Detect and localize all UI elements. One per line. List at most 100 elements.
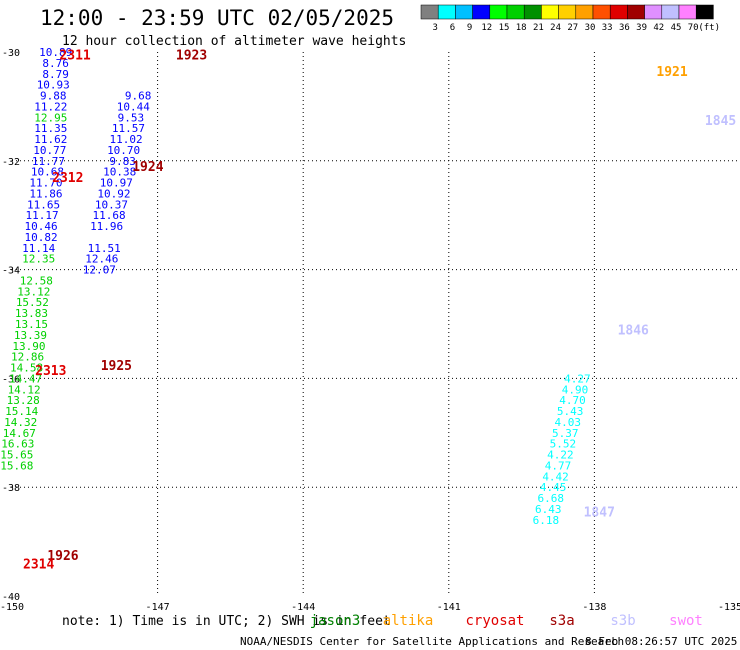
wave-height-value: 13.12: [17, 285, 50, 298]
wave-height-value: 12.46: [85, 253, 118, 266]
scale-label: 18: [516, 23, 527, 33]
scale-label: 27: [567, 23, 578, 33]
scale-swatch: [609, 4, 628, 20]
scale-unit: (ft): [698, 23, 720, 33]
wave-height-value: 13.39: [14, 329, 47, 342]
wave-height-value: 10.97: [100, 177, 133, 190]
scale-label: 36: [619, 23, 630, 33]
wave-height-value: 15.68: [0, 459, 33, 472]
wave-height-value: 11.77: [32, 155, 65, 168]
wave-height-value: 14.58: [10, 362, 43, 375]
wave-height-value: 8.79: [42, 68, 69, 81]
wave-height-value: 11.70: [29, 177, 62, 190]
wave-height-value: 13.90: [12, 340, 45, 353]
satellite-name: altika: [383, 613, 434, 629]
chart-title: 12:00 - 23:59 UTC 02/05/2025: [40, 6, 394, 30]
scale-label: 15: [499, 23, 510, 33]
wave-height-value: 10.93: [37, 79, 70, 92]
scale-swatch: [627, 4, 645, 20]
pass-time-label: 2314: [23, 557, 54, 572]
scale-swatch: [489, 4, 508, 20]
chart-grid: [12, 52, 740, 596]
wave-height-value: 11.86: [29, 187, 62, 200]
wave-height-value: 4.70: [559, 394, 586, 407]
wave-height-value: 4.03: [554, 416, 581, 429]
scale-label: 42: [653, 23, 664, 33]
wave-height-value: 13.28: [7, 394, 40, 407]
x-tick-label: -135: [718, 602, 740, 613]
wave-height-value: 10.89: [39, 46, 72, 59]
satellite-legend: jason3 altika cryosat s3a s3b swot: [310, 613, 703, 629]
pass-time-label: 1926: [47, 549, 78, 564]
wave-height-value: 9.68: [125, 90, 152, 103]
scale-swatch: [678, 4, 697, 20]
scale-swatch: [644, 4, 663, 20]
wave-height-value: 14.67: [3, 427, 36, 440]
wave-height-value: 15.14: [5, 405, 38, 418]
scale-swatch: [541, 4, 559, 20]
pass-time-label: 1923: [176, 49, 207, 64]
scale-label: 9: [467, 23, 472, 33]
wave-height-value: 4.45: [540, 481, 567, 494]
wave-height-value: 6.43: [535, 503, 562, 516]
wave-height-value: 14.12: [8, 383, 41, 396]
scale-swatch: [523, 4, 542, 20]
wave-height-value: 10.38: [103, 166, 136, 179]
pass-time-label: 1847: [584, 506, 615, 521]
footer-timestamp: 8 Feb 08:26:57 UTC 2025: [585, 635, 737, 648]
scale-swatch: [592, 4, 611, 20]
x-tick-label: -144: [291, 602, 315, 613]
wave-height-value: 4.42: [542, 470, 569, 483]
wave-height-value: 4.22: [547, 449, 574, 462]
wave-height-value: 4.90: [562, 383, 589, 396]
wave-height-value: 15.52: [16, 296, 49, 309]
wave-height-value: 15.65: [0, 449, 33, 462]
pass-time-label: 1925: [101, 359, 132, 374]
wave-height-value: 11.68: [93, 209, 126, 222]
scale-label: 39: [636, 23, 647, 33]
pass-time-label: 2312: [52, 171, 83, 186]
wave-height-value: 9.88: [40, 90, 67, 103]
scale-label: 6: [450, 23, 455, 33]
wave-height-value: 8.76: [42, 57, 69, 70]
x-tick-label: -147: [146, 602, 170, 613]
footer-credit: NOAA/NESDIS Center for Satellite Applica…: [240, 635, 624, 648]
scale-swatch: [437, 4, 456, 20]
pass-time-label: 2311: [59, 49, 90, 64]
scale-label: 70: [688, 23, 699, 33]
satellite-name: jason3: [310, 613, 361, 629]
wave-height-value: 14.32: [4, 416, 37, 429]
scale-swatch: [506, 4, 525, 20]
chart-marks: 10.898.768.7910.939.8811.2211.3511.6210.…: [0, 46, 736, 572]
satellite-name: s3a: [549, 613, 574, 629]
wave-height-value: 12.86: [11, 351, 44, 364]
wave-height-value: 9.83: [109, 155, 136, 168]
wave-height-value: 11.51: [88, 242, 121, 255]
wave-height-value: 12.07: [83, 264, 116, 277]
scale-swatch: [661, 4, 680, 20]
scale-label: 45: [671, 23, 682, 33]
wave-height-value: 12.58: [20, 274, 53, 287]
wave-height-value: 9.53: [118, 111, 145, 124]
wave-height-value: 11.96: [90, 220, 123, 233]
wave-height-value: 5.37: [552, 427, 579, 440]
x-tick-label: -150: [0, 602, 24, 613]
wave-height-value: 4.27: [564, 372, 591, 385]
wave-height-value: 14.47: [9, 372, 42, 385]
y-tick-label: -40: [2, 592, 20, 603]
pass-time-label: 1924: [132, 160, 163, 175]
scale-label: 30: [585, 23, 596, 33]
wave-height-value: 16.63: [1, 438, 34, 451]
chart-axes: -150 -147 -144 -141 -138 -135 -30 -32 -34 -36 -38 -…: [0, 48, 740, 613]
pass-time-label: 1921: [656, 65, 687, 80]
wave-height-value: 11.35: [34, 122, 67, 135]
satellite-name: swot: [669, 613, 703, 629]
scale-swatch: [575, 4, 594, 20]
scale-swatch: [472, 4, 491, 20]
scale-swatch: [420, 4, 439, 20]
wave-height-value: 11.22: [34, 100, 67, 113]
wave-height-value: 11.65: [27, 198, 60, 211]
wave-height-value: 10.82: [25, 231, 58, 244]
wave-height-value: 11.14: [22, 242, 55, 255]
